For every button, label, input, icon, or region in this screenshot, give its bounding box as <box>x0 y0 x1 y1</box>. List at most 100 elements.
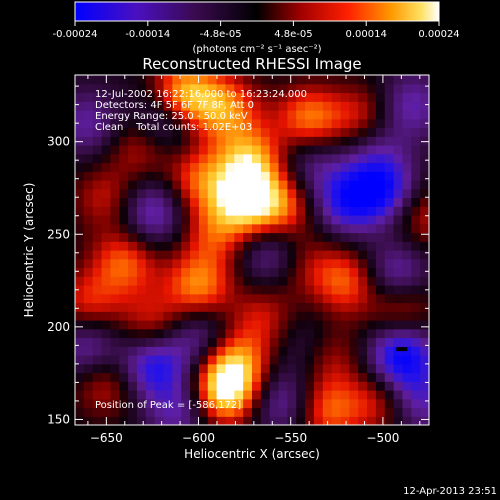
heatmap-cell <box>225 320 235 330</box>
heatmap-cell <box>269 276 280 286</box>
heatmap-cell <box>234 390 244 400</box>
heatmap-cell <box>101 258 111 269</box>
heatmap-cell <box>119 372 129 382</box>
heatmap-cell <box>234 171 244 181</box>
heatmap-cell <box>190 232 200 242</box>
heatmap-cell <box>172 83 182 94</box>
heatmap-cell <box>216 363 227 374</box>
heatmap-cell <box>128 101 138 111</box>
heatmap-cell <box>216 416 227 425</box>
heatmap-cell <box>216 145 227 155</box>
heatmap-cell <box>207 258 218 269</box>
heatmap-cell <box>367 267 377 277</box>
heatmap-cell <box>119 276 129 286</box>
heatmap-cell <box>393 250 404 260</box>
heatmap-cell <box>181 346 191 356</box>
heatmap-cell <box>136 223 147 234</box>
heatmap-cell <box>136 75 147 85</box>
heatmap-cell <box>154 372 165 382</box>
heatmap-cell <box>358 390 368 400</box>
heatmap-cell <box>234 311 244 321</box>
heatmap-cell <box>322 346 333 356</box>
heatmap-cell <box>331 372 342 382</box>
heatmap-cell <box>110 355 120 365</box>
heatmap-cell <box>331 381 342 391</box>
heatmap-cell <box>243 206 253 216</box>
heatmap-cell <box>216 101 227 111</box>
heatmap-cell <box>296 346 306 356</box>
heatmap-cell <box>375 416 386 425</box>
heatmap-cell <box>128 276 138 286</box>
heatmap-cell <box>92 346 103 356</box>
heatmap-cell <box>145 285 156 295</box>
heatmap-cell <box>420 145 429 155</box>
heatmap-cell <box>340 92 350 102</box>
heatmap-cell <box>136 346 147 356</box>
heatmap-cell <box>154 241 165 251</box>
heatmap-cell <box>92 127 103 137</box>
heatmap-cell <box>75 250 85 260</box>
heatmap-cell <box>322 118 333 129</box>
heatmap-cell <box>269 127 280 137</box>
heatmap-cell <box>420 241 429 251</box>
heatmap-cell <box>190 355 200 365</box>
heatmap-cell <box>83 101 94 111</box>
heatmap-cell <box>367 171 377 181</box>
heatmap-cell <box>260 276 271 286</box>
heatmap-cell <box>287 215 297 225</box>
heatmap-cell <box>420 363 429 374</box>
heatmap-cell <box>207 171 218 181</box>
heatmap-cell <box>420 311 429 321</box>
heatmap-cell <box>260 311 271 321</box>
heatmap-cell <box>101 355 111 365</box>
annotation-peak: Position of Peak = [-586,172] <box>95 400 241 411</box>
heatmap-cell <box>313 337 324 347</box>
heatmap-cell <box>190 250 200 260</box>
heatmap-cell <box>411 267 421 277</box>
heatmap-cell <box>313 416 324 425</box>
heatmap-cell <box>225 258 235 269</box>
heatmap-cell <box>207 285 218 295</box>
y-tick-label: 150 <box>47 412 70 426</box>
heatmap-cell <box>163 197 173 207</box>
heatmap-cell <box>402 136 412 146</box>
heatmap-cell <box>83 232 94 242</box>
heatmap-cell <box>287 145 297 155</box>
heatmap-cell <box>92 110 103 120</box>
heatmap-cell <box>216 206 227 216</box>
heatmap-cell <box>296 188 306 199</box>
heatmap-cell <box>358 311 368 321</box>
heatmap-cell <box>154 293 165 304</box>
heatmap-cell <box>190 92 200 102</box>
heatmap-cell <box>92 337 103 347</box>
heatmap-cell <box>198 311 209 321</box>
heatmap-cell <box>384 162 395 172</box>
heatmap-cell <box>260 101 271 111</box>
heatmap-cell <box>207 188 218 199</box>
chart-title: Reconstructed RHESSI Image <box>142 55 361 73</box>
heatmap-cell <box>119 293 129 304</box>
heatmap-cell <box>225 223 235 234</box>
heatmap-cell <box>225 127 235 137</box>
heatmap-cell <box>420 346 429 356</box>
heatmap-cell <box>269 162 280 172</box>
heatmap-cell <box>411 118 421 129</box>
heatmap-cell <box>358 83 368 94</box>
heatmap-cell <box>287 398 297 409</box>
heatmap-cell <box>349 171 359 181</box>
heatmap-cell <box>260 223 271 234</box>
heatmap-cell <box>83 258 94 269</box>
heatmap-cell <box>340 363 350 374</box>
heatmap-cell <box>243 136 253 146</box>
heatmap-cell <box>358 267 368 277</box>
heatmap-cell <box>225 188 235 199</box>
heatmap-cell <box>83 398 94 409</box>
heatmap-cell <box>375 153 386 164</box>
heatmap-cell <box>340 293 350 304</box>
heatmap-cell <box>260 328 271 339</box>
heatmap-cell <box>322 355 333 365</box>
heatmap-cell <box>349 83 359 94</box>
heatmap-cell <box>331 311 342 321</box>
heatmap-cell <box>154 162 165 172</box>
heatmap-cell <box>243 293 253 304</box>
